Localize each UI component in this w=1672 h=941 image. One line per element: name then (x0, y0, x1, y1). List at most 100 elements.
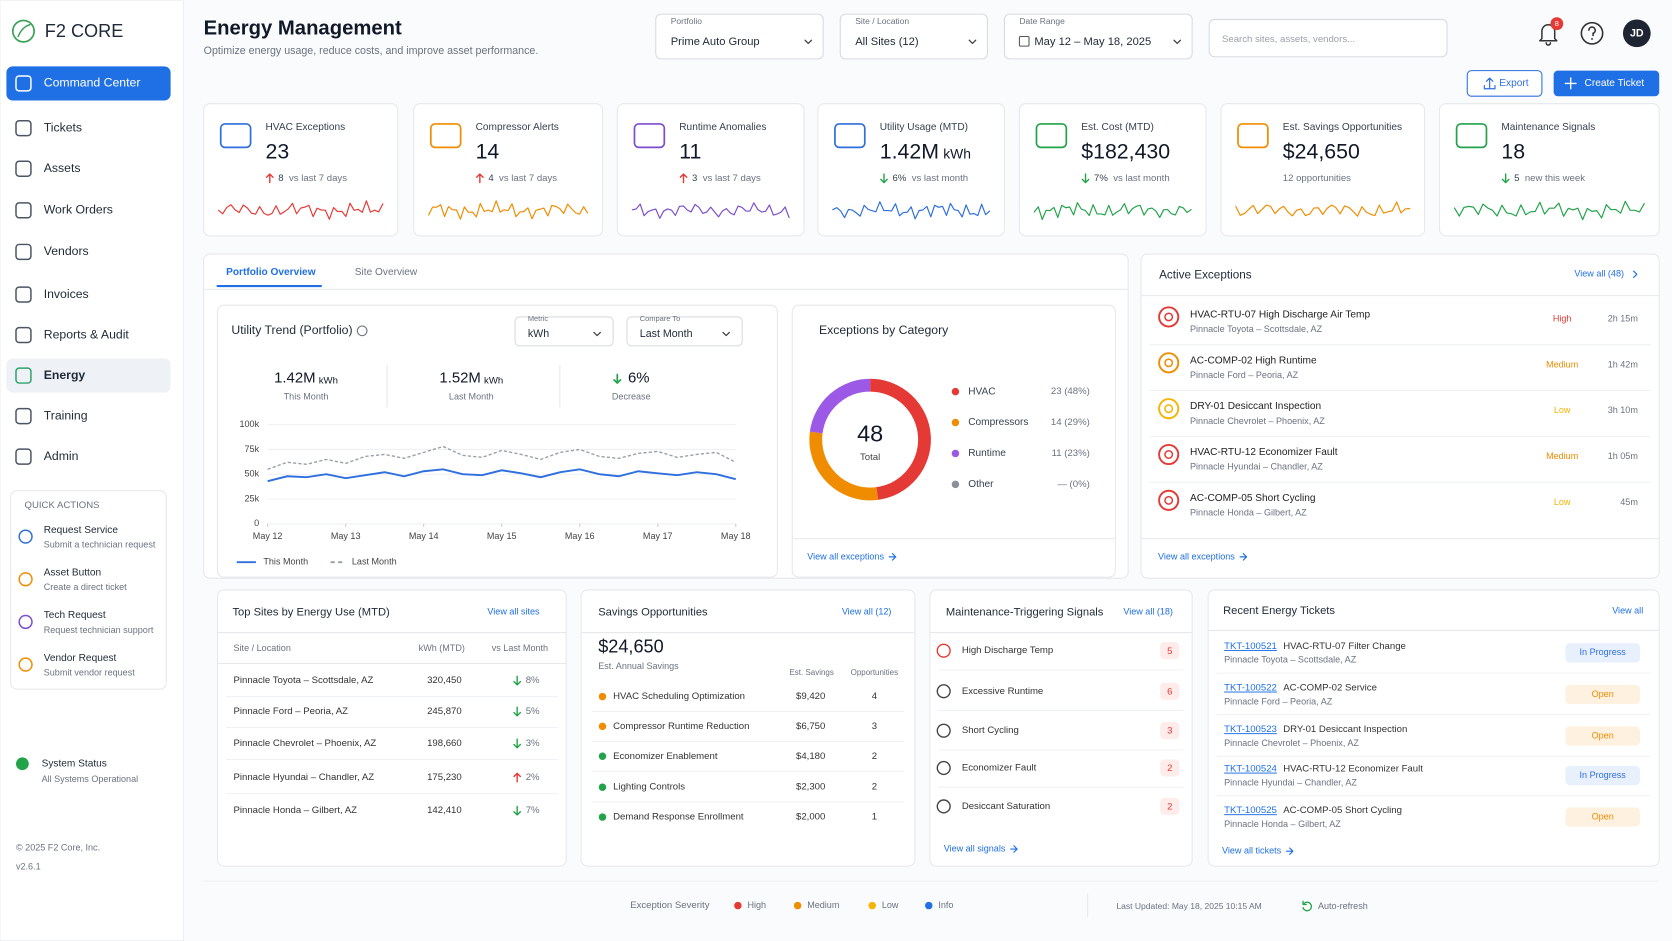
trend-arrow (513, 706, 522, 717)
auto-refresh[interactable]: Auto-refresh (1318, 901, 1368, 911)
savings-name: HVAC Scheduling Optimization (613, 691, 745, 702)
severity: Medium (1546, 359, 1578, 369)
ticket-status: Open (1592, 730, 1614, 740)
savings-count: 1 (872, 812, 877, 823)
link[interactable]: View all (12) (842, 607, 892, 617)
quick-action[interactable]: Tech Request (44, 610, 106, 621)
trend-arrow (513, 772, 522, 783)
ticket-id[interactable]: TKT-100522 (1224, 683, 1277, 694)
nav-item[interactable]: Vendors (44, 244, 89, 258)
tab-active[interactable]: Portfolio Overview (226, 267, 316, 278)
signals-card (929, 589, 1193, 867)
link[interactable]: View all (18) (1123, 607, 1173, 617)
ticket-status: In Progress (1580, 770, 1627, 780)
nav-icon (15, 119, 32, 137)
exception-title[interactable]: HVAC-RTU-07 High Discharge Air Temp (1190, 309, 1370, 320)
legend-label: Other (968, 479, 994, 490)
search-box[interactable] (1208, 18, 1448, 58)
export-button[interactable] (1466, 70, 1543, 97)
status-pill (1565, 726, 1641, 746)
nav-item[interactable]: Energy (44, 368, 86, 382)
ticket-status: In Progress (1580, 647, 1627, 657)
create-ticket-button[interactable] (1553, 70, 1660, 97)
kpi-icon (834, 123, 866, 149)
x-tick-label: May 18 (721, 531, 751, 541)
chevron (1633, 270, 1638, 279)
nav-active-bg (6, 66, 171, 101)
quick-action[interactable]: Asset Button (44, 568, 101, 579)
stat-value: 6% (628, 370, 650, 387)
link[interactable]: View all sites (487, 607, 540, 617)
link[interactable]: View all signals (944, 843, 1006, 853)
link[interactable]: View all (1612, 606, 1643, 616)
exception-icon (1158, 352, 1180, 374)
brand-name: F2 CORE (45, 21, 124, 41)
signal-name: High Discharge Temp (962, 645, 1053, 656)
kpi-icon (633, 123, 666, 149)
link[interactable]: View all exceptions (807, 551, 884, 561)
nav-item[interactable]: Assets (44, 161, 81, 175)
exception-title[interactable]: AC-COMP-05 Short Cycling (1190, 493, 1315, 504)
kpi-value: 11 (679, 139, 701, 163)
filter-value: May 12 – May 18, 2025 (1034, 36, 1151, 48)
kpi-icon (219, 123, 252, 149)
logo-leaf (17, 24, 31, 38)
ticket-id[interactable]: TKT-100521 (1224, 641, 1277, 652)
donut-total: 48 (857, 420, 883, 446)
tab[interactable]: Site Overview (355, 267, 418, 278)
status-pill (1565, 765, 1641, 786)
link[interactable]: View all (48) (1574, 269, 1624, 279)
sparkline (832, 201, 991, 220)
nav-item[interactable]: Command Center (44, 76, 141, 90)
legend-dot (793, 901, 802, 910)
status-pill (1565, 643, 1641, 663)
filter-dropdown[interactable] (655, 13, 824, 60)
ticket-id[interactable]: TKT-100523 (1224, 724, 1277, 735)
legend-dot (734, 901, 742, 910)
kpi-title: Maintenance Signals (1501, 122, 1595, 133)
quick-action-icon (18, 572, 33, 587)
savings-name: Compressor Runtime Reduction (613, 721, 749, 732)
nav-item[interactable]: Reports & Audit (44, 327, 130, 341)
signal-badge (1160, 759, 1180, 777)
link[interactable]: View all exceptions (1158, 551, 1235, 561)
kpi-title: Runtime Anomalies (679, 122, 766, 133)
nav-item[interactable]: Training (44, 408, 88, 422)
nav-icon (15, 448, 32, 465)
nav-item[interactable]: Admin (44, 449, 79, 463)
sparkline (428, 200, 589, 220)
nav-item[interactable]: Work Orders (44, 203, 113, 217)
quick-action[interactable]: Vendor Request (44, 653, 117, 664)
column-header: Site / Location (234, 643, 291, 653)
kpi-title: Utility Usage (MTD) (880, 122, 968, 133)
filter-value: Prime Auto Group (671, 36, 760, 48)
quick-action-icon (18, 614, 33, 630)
filter-value: All Sites (12) (855, 36, 919, 48)
exception-title[interactable]: DRY-01 Desiccant Inspection (1190, 401, 1321, 412)
savings-count: 3 (872, 721, 877, 732)
nav-item[interactable]: Tickets (44, 120, 82, 134)
signal-name: Desiccant Saturation (962, 801, 1050, 812)
kpi-value: 1.42M (880, 139, 939, 163)
nav-item[interactable]: Invoices (44, 287, 89, 301)
dropdown[interactable] (514, 316, 614, 347)
kpi-delta: 3 (692, 173, 697, 184)
legend-label: Info (938, 900, 953, 910)
link-arrow (1010, 845, 1018, 853)
trend-arrow (613, 373, 622, 384)
link[interactable]: View all tickets (1222, 846, 1282, 856)
ticket-id[interactable]: TKT-100524 (1224, 764, 1277, 775)
filter-dropdown[interactable] (839, 13, 988, 60)
exception-title[interactable]: AC-COMP-02 High Runtime (1190, 355, 1317, 366)
filter-dropdown[interactable] (1003, 13, 1193, 60)
ticket-id[interactable]: TKT-100525 (1224, 805, 1277, 816)
legend-label: Low (882, 900, 899, 910)
sparkline (1235, 201, 1411, 217)
notification-badge (1550, 17, 1564, 31)
exception-title[interactable]: HVAC-RTU-12 Economizer Fault (1190, 447, 1338, 458)
quick-action[interactable]: Request Service (44, 525, 119, 536)
trend-arrow (1081, 173, 1090, 184)
stat-label: Last Month (449, 391, 494, 401)
dropdown[interactable] (626, 316, 743, 347)
